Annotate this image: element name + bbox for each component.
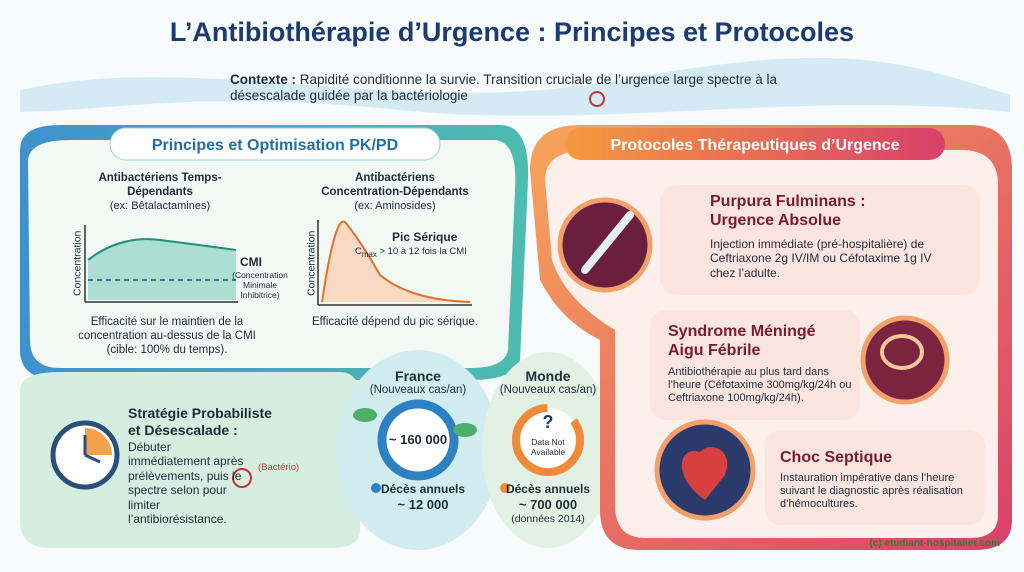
world-donut xyxy=(512,404,584,476)
cd-y-label: Concentration xyxy=(305,230,318,296)
biohazard-icon xyxy=(589,91,605,107)
peak-label: Pic Sérique xyxy=(392,230,458,244)
peak-text: > 10 à 12 fois la CMI xyxy=(379,246,467,257)
peak-sub: max xyxy=(361,249,377,259)
right-header-pill xyxy=(565,128,945,160)
left-panel xyxy=(28,140,516,368)
protocol-title: Syndrome Méningé Aigu Fébrile xyxy=(668,323,816,360)
france-deaths-label: Décès annuels xyxy=(380,482,466,496)
peak-curve xyxy=(321,220,471,303)
right-title: Protocoles Thérapeutiques d’Urgence xyxy=(610,137,900,154)
world-unknown-text: Data Not Available xyxy=(530,437,566,458)
france-title: France xyxy=(395,368,441,384)
syringe xyxy=(581,211,634,274)
context-label: Contexte : xyxy=(230,72,297,87)
time-curve xyxy=(87,238,237,261)
france-cases: ~ 160 000 xyxy=(388,432,448,447)
strategy-text: Débuter immédiatement après prélèvements… xyxy=(128,440,244,526)
world-title: Monde xyxy=(525,368,571,384)
heart xyxy=(681,446,728,500)
world-subtitle: (Nouveaux cas/an) xyxy=(499,384,597,396)
credit: (c) etudiant-hospitalier.com xyxy=(869,538,1000,549)
protocol-card xyxy=(650,310,860,420)
brain-icon xyxy=(860,315,950,405)
bacteria-icon xyxy=(453,423,477,437)
title: L’Antibiothérapie d’Urgence : Principes … xyxy=(169,17,855,47)
td-caption: Efficacité sur le maintien de la concent… xyxy=(78,316,256,356)
context: Contexte : Rapidité conditionne la survi… xyxy=(230,72,790,104)
cd-example: (ex: Aminosides) xyxy=(354,200,436,212)
protocol-text: Injection immédiate (pré-hospitalière) d… xyxy=(710,237,932,280)
td-y-label: Concentration xyxy=(71,230,84,296)
protocol-text: Antibiothérapie au plus tard dans l’heur… xyxy=(668,366,852,405)
strategy-panel xyxy=(20,372,360,548)
strategy-tag: (Bactério) xyxy=(258,462,300,473)
protocol-text: Instauration impérative dans l’heure sui… xyxy=(780,472,963,511)
protocol-title: Choc Septique xyxy=(780,449,893,466)
world-deaths: ~ 700 000 xyxy=(518,497,578,512)
pin-icon xyxy=(371,483,381,493)
strategy-title: Stratégie Probabiliste et Désescalade : xyxy=(128,405,272,438)
world-unknown: ? xyxy=(542,412,554,432)
time-curve-area xyxy=(88,239,236,300)
left-header-pill xyxy=(109,127,441,161)
biohazard-icon xyxy=(232,468,252,488)
cd-caption: Efficacité dépend du pic sérique. xyxy=(311,316,478,328)
peak-note: Cmax > 10 à 12 fois la CMI xyxy=(355,246,467,259)
cd-title: Antibactériens Concentration-Dépendants xyxy=(321,172,469,198)
protocol-card xyxy=(765,430,985,525)
context-text: Rapidité conditionne la survie. Transiti… xyxy=(230,72,778,104)
peak-symbol: C xyxy=(355,246,362,257)
brain xyxy=(880,334,924,370)
cmi-label: CMI xyxy=(240,255,262,269)
td-title: Antibactériens Temps-Dépendants xyxy=(98,172,222,198)
context-wave xyxy=(20,57,1010,116)
pin-icon xyxy=(500,483,510,493)
protocol-card xyxy=(660,185,980,295)
france-deaths: ~ 12 000 xyxy=(397,497,449,512)
left-title: Principes et Optimisation PK/PD xyxy=(151,137,399,154)
clock-sector xyxy=(85,428,112,455)
france-subtitle: (Nouveaux cas/an) xyxy=(369,384,467,396)
world-deaths-label: Décès annuels xyxy=(505,482,591,496)
world-note: (données 2014) xyxy=(511,513,585,525)
clock-hand xyxy=(84,453,101,464)
bacteria-icon xyxy=(353,408,377,422)
protocol-title: Purpura Fulminans : Urgence Absolue xyxy=(710,193,866,230)
france-donut xyxy=(377,399,459,481)
cmi-full: (Concentration Minimale Inhibitrice) xyxy=(232,270,288,301)
td-example: (ex: Bêtalactamines) xyxy=(109,200,211,212)
